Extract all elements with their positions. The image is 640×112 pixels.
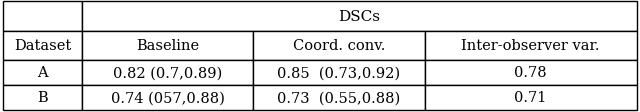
Text: 0.85  (0.73,0.92): 0.85 (0.73,0.92) xyxy=(278,66,401,80)
Text: 0.82 (0.7,0.89): 0.82 (0.7,0.89) xyxy=(113,66,223,80)
Bar xyxy=(3,60,83,85)
Text: A: A xyxy=(38,66,48,80)
Bar xyxy=(253,31,424,60)
Bar xyxy=(3,31,83,60)
Text: Baseline: Baseline xyxy=(136,39,200,53)
Text: DSCs: DSCs xyxy=(339,10,381,24)
Text: 0.73  (0.55,0.88): 0.73 (0.55,0.88) xyxy=(277,90,401,104)
Bar xyxy=(83,60,253,85)
Text: 0.71: 0.71 xyxy=(515,90,547,104)
Bar xyxy=(424,85,637,110)
Bar xyxy=(424,31,637,60)
Bar xyxy=(83,85,253,110)
Text: Dataset: Dataset xyxy=(14,39,72,53)
Bar xyxy=(3,2,83,31)
Text: 0.78: 0.78 xyxy=(515,66,547,80)
Text: Coord. conv.: Coord. conv. xyxy=(293,39,385,53)
Bar xyxy=(253,60,424,85)
Text: Inter-observer var.: Inter-observer var. xyxy=(461,39,600,53)
Text: 0.74 (057,0.88): 0.74 (057,0.88) xyxy=(111,90,225,104)
Bar xyxy=(3,85,83,110)
Text: B: B xyxy=(38,90,48,104)
Bar xyxy=(83,31,253,60)
Bar xyxy=(253,85,424,110)
Bar xyxy=(424,60,637,85)
Bar xyxy=(83,2,637,31)
